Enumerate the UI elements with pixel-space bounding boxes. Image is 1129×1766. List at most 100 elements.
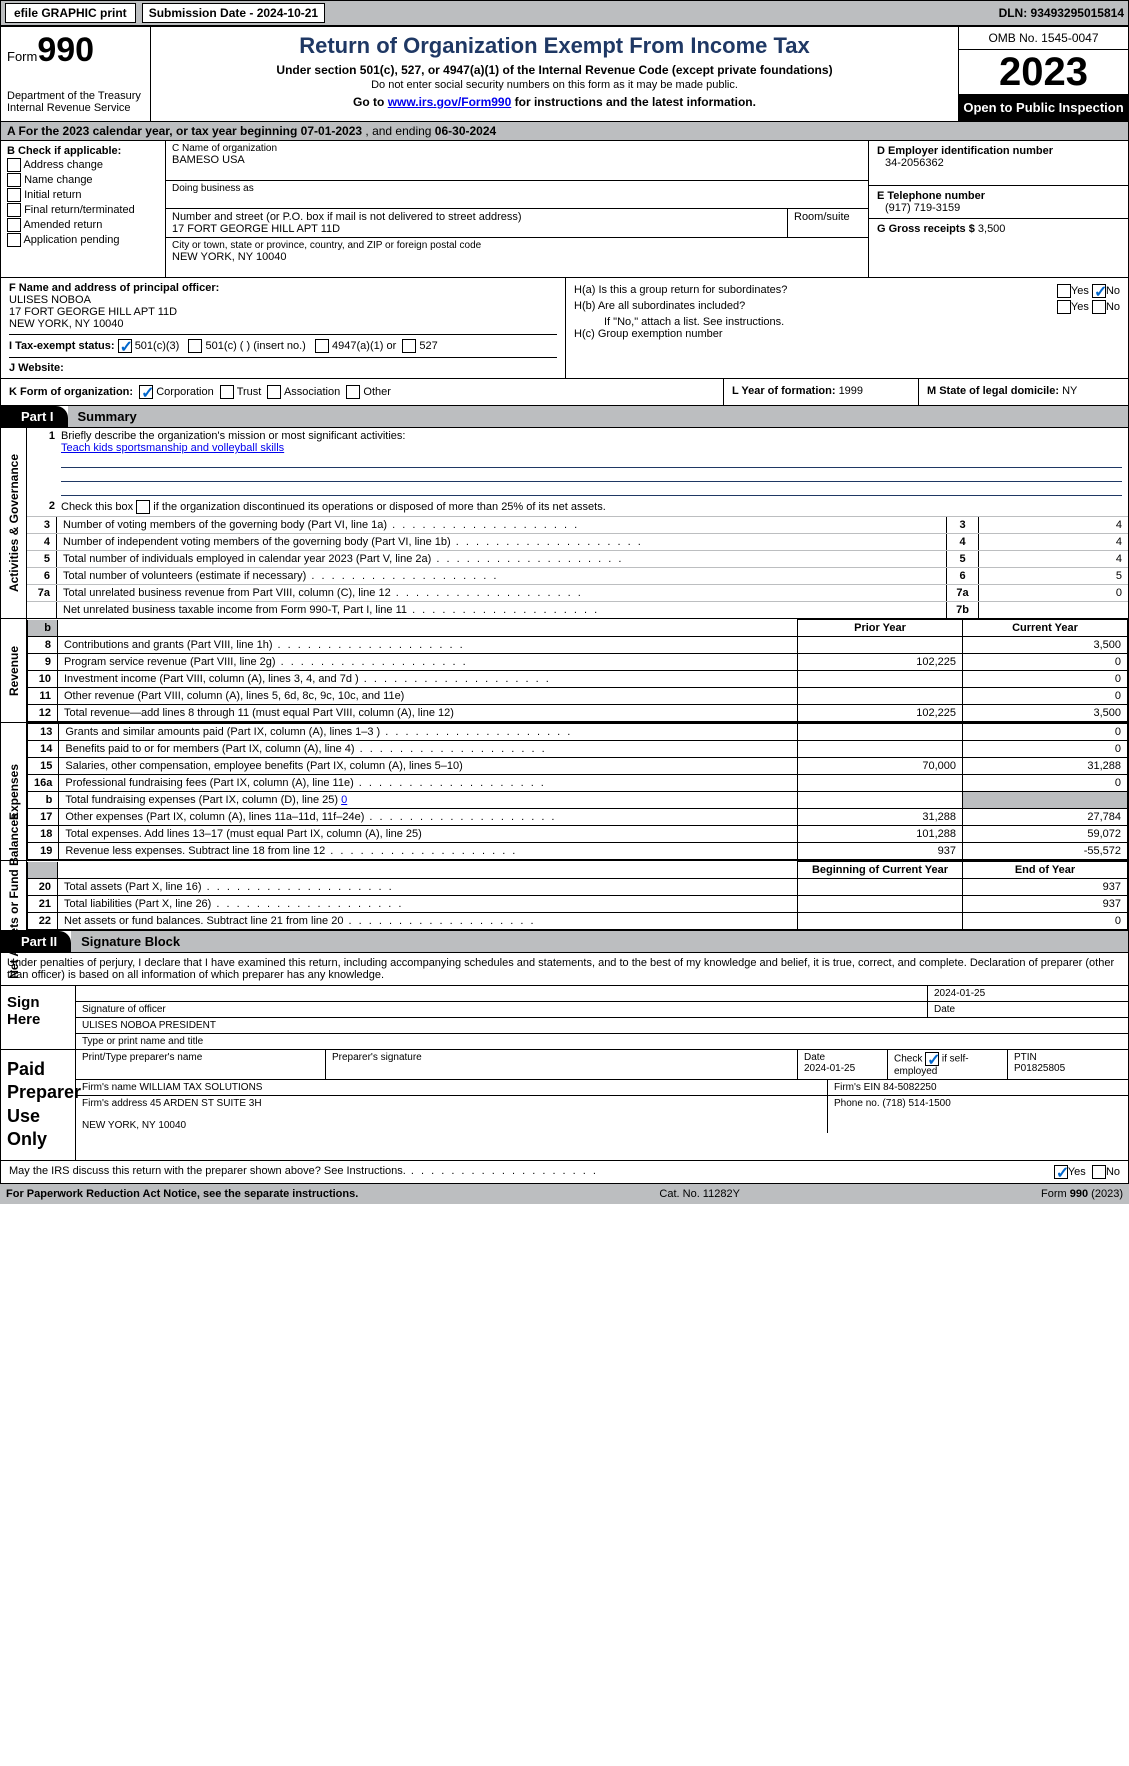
form-header: Form990 Department of the Treasury Inter…	[0, 26, 1129, 122]
l1-label: Briefly describe the organization's miss…	[61, 430, 405, 442]
hb-no[interactable]	[1092, 300, 1106, 314]
discuss-no[interactable]	[1092, 1165, 1106, 1179]
cb-initial-return[interactable]: Initial return	[7, 188, 159, 202]
r20b	[798, 879, 963, 896]
l1-text: Teach kids sportsmanship and volleyball …	[61, 442, 284, 454]
part2-header: Part II Signature Block	[0, 931, 1129, 953]
r8: Contributions and grants (Part VIII, lin…	[58, 637, 798, 654]
part1-label: Part I	[1, 406, 68, 427]
part1-header: Part I Summary	[0, 406, 1129, 428]
activities-governance: Activities & Governance 1Briefly describ…	[0, 428, 1129, 619]
l4-val: 4	[978, 534, 1128, 550]
self-employed-check[interactable]	[925, 1052, 939, 1066]
l7a: Total unrelated business revenue from Pa…	[57, 585, 946, 601]
r18cy: 59,072	[963, 826, 1128, 843]
r17cy: 27,784	[963, 809, 1128, 826]
ptin: P01825805	[1014, 1063, 1122, 1074]
ein: 34-2056362	[885, 157, 1120, 169]
ha-label: H(a) Is this a group return for subordin…	[574, 284, 787, 298]
cb-name-change[interactable]: Name change	[7, 173, 159, 187]
l3-val: 4	[978, 517, 1128, 533]
stripe-a: A For the 2023 calendar year, or tax yea…	[0, 122, 1129, 141]
ha-no[interactable]	[1092, 284, 1106, 298]
cb-assoc[interactable]	[267, 385, 281, 399]
part2-title: Signature Block	[71, 931, 1128, 952]
city: NEW YORK, NY 10040	[172, 251, 862, 263]
r17py: 31,288	[798, 809, 963, 826]
firm-name-label: Firm's name	[82, 1082, 139, 1093]
r22: Net assets or fund balances. Subtract li…	[58, 913, 798, 930]
l7b-val	[978, 602, 1128, 618]
r13: Grants and similar amounts paid (Part IX…	[59, 724, 798, 741]
cb-other[interactable]	[346, 385, 360, 399]
hdr-end-year: End of Year	[963, 862, 1128, 879]
paid-preparer-block: Paid Preparer Use Only Print/Type prepar…	[0, 1050, 1129, 1161]
r15: Salaries, other compensation, employee b…	[59, 758, 798, 775]
department: Department of the Treasury Internal Reve…	[7, 90, 144, 114]
cb-501c[interactable]	[188, 339, 202, 353]
part1-title: Summary	[68, 406, 1128, 427]
cb-final-return[interactable]: Final return/terminated	[7, 203, 159, 217]
r22e: 0	[963, 913, 1128, 930]
l3: Number of voting members of the governin…	[57, 517, 946, 533]
sign-here-block: Sign Here 2024-01-25 Signature of office…	[0, 986, 1129, 1050]
r12: Total revenue—add lines 8 through 11 (mu…	[58, 705, 798, 722]
efile-print-button[interactable]: efile GRAPHIC print	[5, 3, 136, 23]
addr: 17 FORT GEORGE HILL APT 11D	[172, 223, 781, 235]
row-f-h: F Name and address of principal officer:…	[0, 278, 1129, 379]
r14: Benefits paid to or for members (Part IX…	[59, 741, 798, 758]
col-c: C Name of organizationBAMESO USA Doing b…	[166, 141, 868, 277]
discuss-row: May the IRS discuss this return with the…	[0, 1161, 1129, 1184]
cb-address-change[interactable]: Address change	[7, 158, 159, 172]
hdr-begin-year: Beginning of Current Year	[798, 862, 963, 879]
hb-note: If "No," attach a list. See instructions…	[574, 316, 1120, 328]
org-name-label: C Name of organization	[172, 143, 862, 154]
state-domicile: NY	[1062, 385, 1077, 397]
cb-app-pending[interactable]: Application pending	[7, 233, 159, 247]
goto-line: Go to www.irs.gov/Form990 for instructio…	[161, 95, 948, 109]
form-subtitle: Under section 501(c), 527, or 4947(a)(1)…	[161, 63, 948, 77]
r9py: 102,225	[798, 654, 963, 671]
discuss-yes[interactable]	[1054, 1165, 1068, 1179]
r21e: 937	[963, 896, 1128, 913]
preparer-name-label: Print/Type preparer's name	[82, 1052, 319, 1063]
officer-label: F Name and address of principal officer:	[9, 282, 557, 294]
ha-yes[interactable]	[1057, 284, 1071, 298]
hb-yes[interactable]	[1057, 300, 1071, 314]
preparer-sig-label: Preparer's signature	[332, 1052, 791, 1063]
cb-527[interactable]	[402, 339, 416, 353]
phone-label: Phone no.	[834, 1098, 882, 1109]
officer-addr1: 17 FORT GEORGE HILL APT 11D	[9, 306, 557, 318]
tel: (917) 719-3159	[885, 202, 1120, 214]
l2-checkbox[interactable]	[136, 500, 150, 514]
l6: Total number of volunteers (estimate if …	[57, 568, 946, 584]
side-activities: Activities & Governance	[7, 454, 21, 592]
r20: Total assets (Part X, line 16)	[58, 879, 798, 896]
r17: Other expenses (Part IX, column (A), lin…	[59, 809, 798, 826]
firm-ein-label: Firm's EIN	[834, 1082, 883, 1093]
r13cy: 0	[963, 724, 1128, 741]
r15cy: 31,288	[963, 758, 1128, 775]
cb-trust[interactable]	[220, 385, 234, 399]
r18py: 101,288	[798, 826, 963, 843]
side-net-assets: Net Assets or Fund Balances	[7, 813, 21, 979]
r19: Revenue less expenses. Subtract line 18 …	[59, 843, 798, 860]
r9cy: 0	[963, 654, 1128, 671]
print-name-label: Type or print name and title	[76, 1034, 1128, 1049]
cb-4947[interactable]	[315, 339, 329, 353]
l7b: Net unrelated business taxable income fr…	[57, 602, 946, 618]
org-name: BAMESO USA	[172, 154, 862, 166]
topbar: efile GRAPHIC print Submission Date - 20…	[0, 0, 1129, 26]
r11py	[798, 688, 963, 705]
side-revenue: Revenue	[7, 645, 21, 695]
r10: Investment income (Part VIII, column (A)…	[58, 671, 798, 688]
firm-addr-label: Firm's address	[82, 1098, 150, 1109]
website-label: J Website:	[9, 362, 64, 374]
room-label: Room/suite	[794, 211, 862, 223]
dln: DLN: 93493295015814	[999, 6, 1124, 20]
omb-number: OMB No. 1545-0047	[959, 27, 1128, 50]
cb-501c3[interactable]	[118, 339, 132, 353]
irs-link[interactable]: www.irs.gov/Form990	[388, 95, 512, 109]
cb-corp[interactable]	[139, 385, 153, 399]
cb-amended[interactable]: Amended return	[7, 218, 159, 232]
